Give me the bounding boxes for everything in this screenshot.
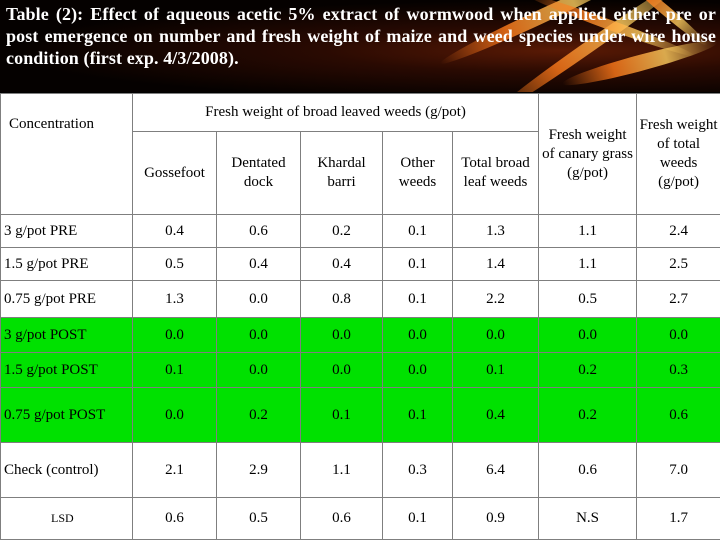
cell-value: 0.4 — [300, 247, 383, 281]
table-row: 3 g/pot POST 0.0 0.0 0.0 0.0 0.0 0.0 0.0 — [0, 317, 720, 353]
col-dentated-dock: Dentated dock — [216, 131, 301, 215]
cell-value: 0.0 — [300, 317, 383, 353]
cell-value: 1.4 — [451, 247, 540, 281]
cell-value: 7.0 — [636, 442, 720, 498]
data-table: Concentration Fresh weight of broad leav… — [0, 93, 720, 540]
col-khardal-barri: Khardal barri — [300, 131, 383, 215]
cell-value: 0.1 — [451, 352, 540, 388]
slide-title: Table (2): Effect of aqueous acetic 5% e… — [6, 4, 716, 68]
col-gossefoot: Gossefoot — [132, 131, 217, 215]
table-row: 3 g/pot PRE 0.4 0.6 0.2 0.1 1.3 1.1 2.4 — [0, 214, 720, 248]
table-row: 0.75 g/pot PRE 1.3 0.0 0.8 0.1 2.2 0.5 2… — [0, 280, 720, 318]
cell-value: 0.0 — [132, 387, 217, 443]
cell-value: 0.1 — [382, 280, 453, 318]
group-header: Fresh weight of broad leaved weeds (g/po… — [131, 93, 540, 132]
cell-value: 0.6 — [538, 442, 638, 498]
cell-value: 0.1 — [382, 387, 453, 443]
title-background: Table (2): Effect of aqueous acetic 5% e… — [0, 0, 720, 92]
col-total-broad-leaf: Total broad leaf weeds — [451, 131, 540, 215]
cell-value: N.S — [538, 497, 638, 540]
table-row: 0.75 g/pot POST 0.0 0.2 0.1 0.1 0.4 0.2 … — [0, 387, 720, 443]
cell-value: 2.5 — [636, 247, 720, 281]
cell-value: 1.7 — [636, 497, 720, 540]
row-label: 1.5 g/pot PRE — [0, 247, 133, 281]
cell-value: 0.4 — [132, 214, 217, 248]
cell-value: 0.0 — [451, 317, 540, 353]
canary-header: Fresh weight of canary grass (g/pot) — [538, 93, 638, 215]
cell-value: 0.0 — [216, 352, 301, 388]
cell-value: 0.1 — [300, 387, 383, 443]
cell-value: 0.0 — [636, 317, 720, 353]
cell-value: 2.2 — [451, 280, 540, 318]
cell-value: 1.3 — [132, 280, 217, 318]
cell-value: 0.5 — [216, 497, 301, 540]
cell-value: 0.4 — [216, 247, 301, 281]
cell-value: 2.1 — [132, 442, 217, 498]
cell-value: 2.4 — [636, 214, 720, 248]
table-row: Check (control) 2.1 2.9 1.1 0.3 6.4 0.6 … — [0, 442, 720, 498]
cell-value: 0.6 — [132, 497, 217, 540]
cell-value: 0.6 — [636, 387, 720, 443]
table-row: LSD 0.6 0.5 0.6 0.1 0.9 N.S 1.7 — [0, 497, 720, 540]
row-label: LSD — [0, 497, 133, 540]
cell-value: 0.4 — [451, 387, 540, 443]
col-other-weeds: Other weeds — [382, 131, 453, 215]
row-label: 0.75 g/pot POST — [0, 387, 133, 443]
cell-value: 0.3 — [382, 442, 453, 498]
cell-value: 0.6 — [216, 214, 301, 248]
cell-value: 0.1 — [382, 214, 453, 248]
cell-value: 2.9 — [216, 442, 301, 498]
cell-value: 1.1 — [538, 247, 638, 281]
cell-value: 1.1 — [538, 214, 638, 248]
cell-value: 0.1 — [132, 352, 217, 388]
concentration-header: Concentration — [0, 93, 133, 215]
cell-value: 0.5 — [132, 247, 217, 281]
cell-value: 0.2 — [300, 214, 383, 248]
row-label: 3 g/pot POST — [0, 317, 133, 353]
cell-value: 0.6 — [300, 497, 383, 540]
cell-value: 0.0 — [216, 280, 301, 318]
cell-value: 0.0 — [216, 317, 301, 353]
total-header: Fresh weight of total weeds (g/pot) — [636, 93, 720, 215]
row-label: 0.75 g/pot PRE — [0, 280, 133, 318]
row-label: Check (control) — [0, 442, 133, 498]
cell-value: 0.0 — [538, 317, 638, 353]
cell-value: 0.1 — [382, 497, 453, 540]
cell-value: 2.7 — [636, 280, 720, 318]
cell-value: 0.3 — [636, 352, 720, 388]
cell-value: 0.8 — [300, 280, 383, 318]
cell-value: 0.2 — [538, 352, 638, 388]
table-row: 1.5 g/pot POST 0.1 0.0 0.0 0.0 0.1 0.2 0… — [0, 352, 720, 388]
row-label: 3 g/pot PRE — [0, 214, 133, 248]
cell-value: 6.4 — [451, 442, 540, 498]
cell-value: 0.5 — [538, 280, 638, 318]
cell-value: 0.1 — [382, 247, 453, 281]
cell-value: 1.1 — [300, 442, 383, 498]
cell-value: 0.0 — [382, 317, 453, 353]
cell-value: 0.0 — [382, 352, 453, 388]
row-label: 1.5 g/pot POST — [0, 352, 133, 388]
cell-value: 0.0 — [132, 317, 217, 353]
cell-value: 0.0 — [300, 352, 383, 388]
cell-value: 1.3 — [451, 214, 540, 248]
cell-value: 0.9 — [451, 497, 540, 540]
cell-value: 0.2 — [538, 387, 638, 443]
table-row: 1.5 g/pot PRE 0.5 0.4 0.4 0.1 1.4 1.1 2.… — [0, 247, 720, 281]
cell-value: 0.2 — [216, 387, 301, 443]
